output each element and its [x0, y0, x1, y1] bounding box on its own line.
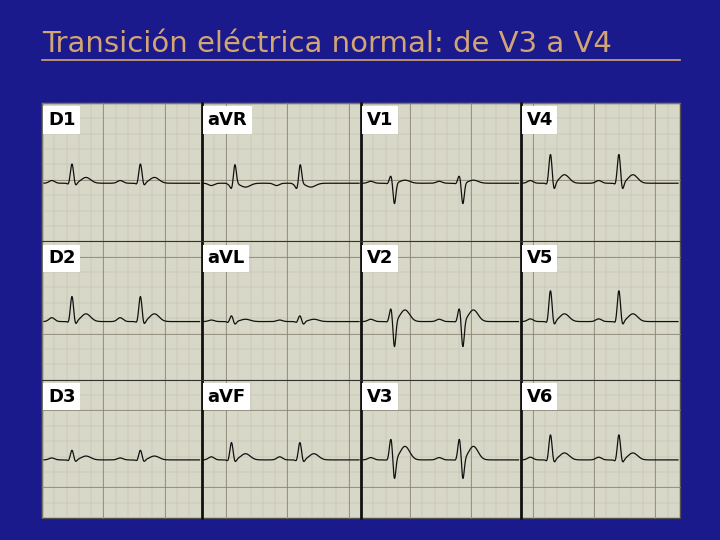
Text: V5: V5 [526, 249, 553, 267]
Text: D2: D2 [48, 249, 76, 267]
Bar [42, 103, 680, 518]
Text: D3: D3 [48, 388, 76, 406]
Text: V1: V1 [367, 111, 393, 129]
Text: V4: V4 [526, 111, 553, 129]
Text: aVR: aVR [207, 111, 247, 129]
Text: aVL: aVL [207, 249, 245, 267]
Text: V6: V6 [526, 388, 553, 406]
Text: V3: V3 [367, 388, 393, 406]
Text: V2: V2 [367, 249, 393, 267]
Text: Transición eléctrica normal: de V3 a V4: Transición eléctrica normal: de V3 a V4 [42, 30, 612, 58]
Text: D1: D1 [48, 111, 76, 129]
Text: aVF: aVF [207, 388, 246, 406]
